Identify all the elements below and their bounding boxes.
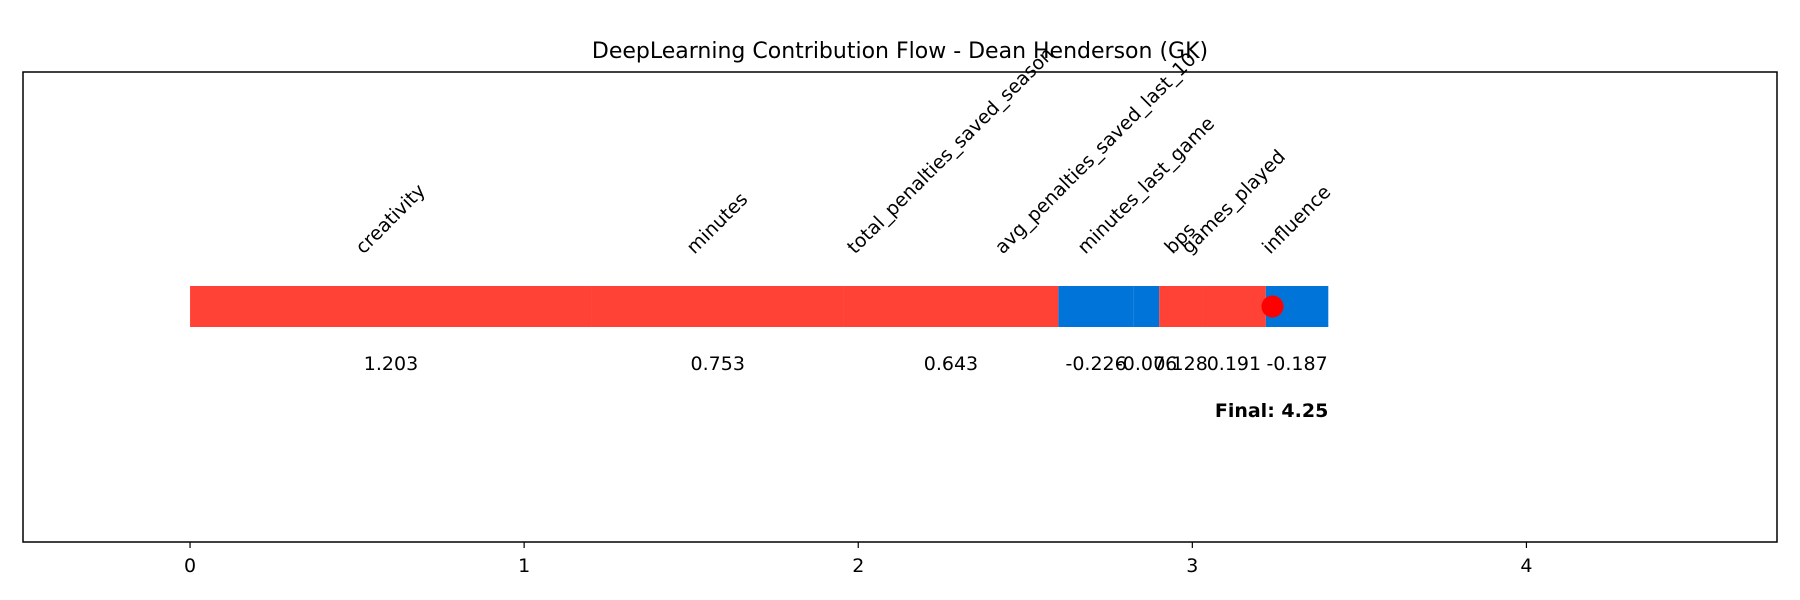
value-label: -0.187 <box>1266 353 1327 375</box>
contribution-bar <box>190 286 592 327</box>
final-label: Final: 4.25 <box>1215 400 1328 422</box>
value-label: 1.203 <box>364 353 418 375</box>
plot-frame <box>22 71 1778 543</box>
feature-label: creativity <box>351 180 430 259</box>
x-tick-label: 3 <box>1186 555 1198 577</box>
x-tick-label: 4 <box>1520 555 1532 577</box>
x-tick-label: 0 <box>184 555 196 577</box>
marker <box>1261 295 1284 318</box>
value-label: -0.226 <box>1065 353 1126 375</box>
contribution-bar <box>1159 286 1203 327</box>
value-label: 0.191 <box>1207 353 1261 375</box>
contribution-bar <box>1058 286 1134 327</box>
contribution-bar <box>1133 286 1160 327</box>
contribution-bar <box>843 286 1059 327</box>
x-tick-label: 2 <box>852 555 864 577</box>
value-label: 0.753 <box>691 353 745 375</box>
contribution-bar <box>591 286 844 327</box>
feature-label: influence <box>1258 181 1335 258</box>
feature-label: minutes <box>682 188 752 258</box>
value-label: 0.128 <box>1153 353 1207 375</box>
x-tick-label: 1 <box>518 555 530 577</box>
value-label: -0.076 <box>1116 353 1177 375</box>
contribution-bar <box>1202 286 1266 327</box>
value-label: 0.643 <box>924 353 978 375</box>
chart-title: DeepLearning Contribution Flow - Dean He… <box>592 39 1208 64</box>
